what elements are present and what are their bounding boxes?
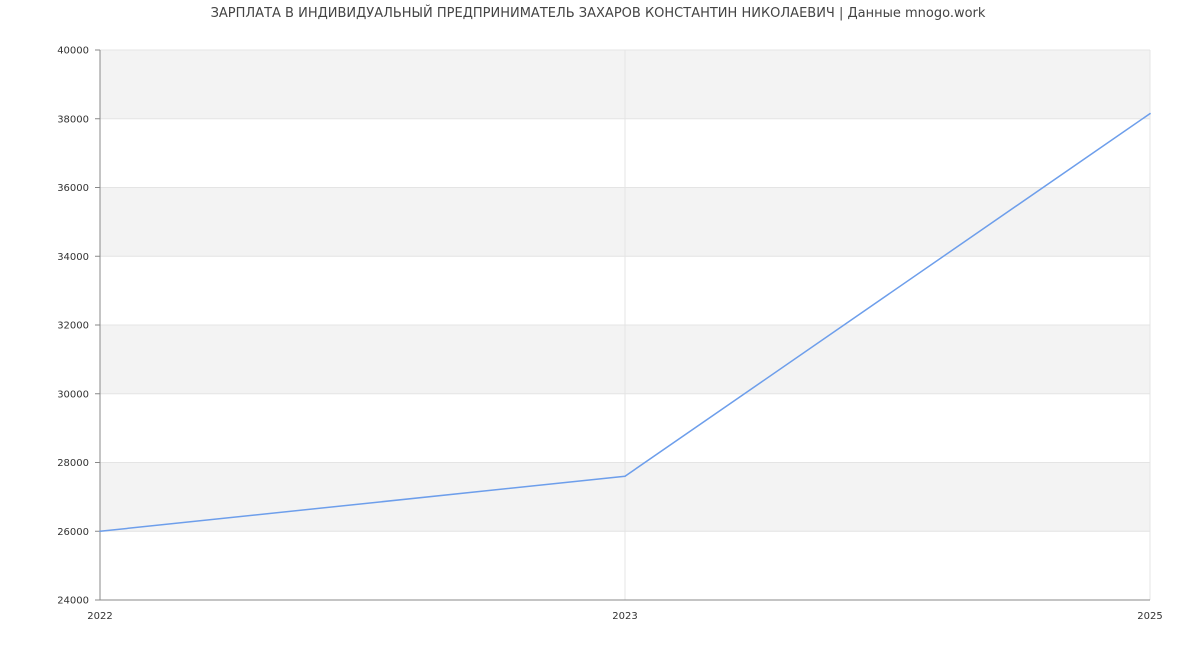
x-tick-label: 2025 bbox=[1137, 611, 1162, 622]
x-tick-label: 2023 bbox=[612, 611, 637, 622]
y-tick-label: 34000 bbox=[57, 252, 89, 263]
y-tick-label: 36000 bbox=[57, 183, 89, 194]
data-point bbox=[624, 475, 626, 478]
y-tick-label: 32000 bbox=[57, 321, 89, 332]
data-point bbox=[1149, 112, 1151, 115]
y-tick-label: 30000 bbox=[57, 389, 89, 400]
y-tick-label: 40000 bbox=[57, 46, 89, 57]
y-tick-label: 28000 bbox=[57, 458, 89, 469]
x-tick-label: 2022 bbox=[87, 611, 112, 622]
y-tick-label: 26000 bbox=[57, 527, 89, 538]
chart-title: ЗАРПЛАТА В ИНДИВИДУАЛЬНЫЙ ПРЕДПРИНИМАТЕЛ… bbox=[210, 6, 986, 21]
data-point bbox=[99, 530, 101, 533]
y-tick-label: 24000 bbox=[57, 596, 89, 607]
y-tick-label: 38000 bbox=[57, 114, 89, 125]
